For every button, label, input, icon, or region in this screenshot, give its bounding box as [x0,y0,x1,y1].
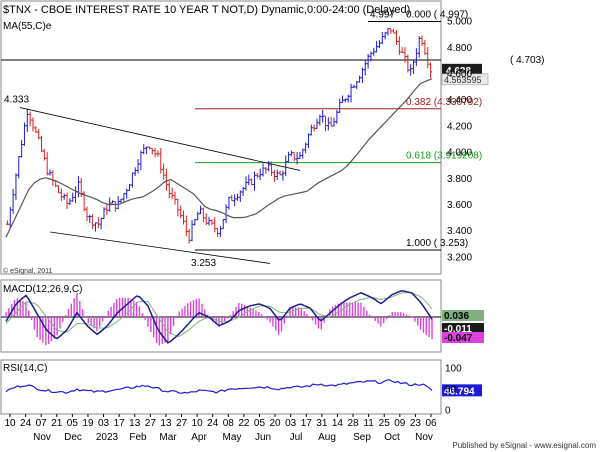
macd-value-tag [442,332,484,343]
x-day-label: 05 [254,418,266,429]
axis-layer: 5.000 4.800 4.600 4.400 4.200 4.000 3.800 3.600… [4,17,472,443]
x-day-label: 27 [176,418,188,429]
fib-level-label: 0.000 ( 4.997) [406,9,468,20]
ma-legend: MA(55,C)e [3,21,52,32]
rsi-y-tick-label: 0 [445,406,451,417]
macd-line [5,290,433,344]
rsi-y-tick-label: 50 [445,385,457,396]
footer-published: Published by eSignal - www.esignal.com [452,441,596,450]
last-price-tag-label: 4.628 [446,66,471,77]
resistance-label: ( 4.703) [510,55,544,66]
x-day-label: 11 [363,418,374,429]
x-day-label: 20 [270,418,282,429]
annotation-low-3-253: 3.253 [191,258,216,269]
x-day-label: 03 [285,418,297,429]
x-month-label: Dec [64,432,82,443]
ma-value-tag [441,73,489,86]
x-month-label: Aug [318,432,336,443]
x-month-label: Jul [290,432,303,443]
price-y-tick-label: 4.000 [447,148,472,159]
x-day-label: 27 [145,418,157,429]
x-month-label: Feb [129,432,147,443]
x-month-label: Nov [33,432,51,443]
x-day-label: 05 [67,418,79,429]
x-day-label: 10 [4,418,16,429]
x-day-label: 22 [238,418,250,429]
x-day-label: 25 [379,418,391,429]
x-day-label: 19 [82,418,94,429]
rsi-layer: 46.794 [5,379,482,397]
price-y-tick-label: 5.000 [447,17,472,28]
ma-line [5,78,433,238]
macd-signal-line [5,292,433,337]
price-layer: 0.000 ( 4.997) 0.382 (4.330792) 0.618 (3.9… [1,9,544,269]
rsi-value-tag [442,384,482,397]
macd-value-tag-label: 0.036 [444,311,469,322]
price-y-tick-label: 4.800 [447,43,472,54]
x-day-label: 24 [20,418,32,429]
x-day-label: 07 [36,418,48,429]
x-day-label: 23 [410,418,422,429]
chart-title: $TNX - CBOE INTEREST RATE 10 YEAR T NOT,… [3,4,410,16]
x-month-label: Nov [415,432,433,443]
price-y-tick-label: 3.200 [447,252,472,263]
macd-value-tag [442,323,484,334]
fib-level-label: 1.000 ( 3.253) [406,238,468,249]
x-month-label: Oct [384,432,400,443]
x-month-label: Sep [353,432,371,443]
x-day-label: 17 [301,418,313,429]
price-y-tick-label: 4.600 [447,69,472,80]
price-y-tick-label: 3.400 [447,226,472,237]
price-y-tick-label: 3.800 [447,174,472,185]
x-day-label: 31 [316,418,328,429]
rsi-line [5,379,433,394]
rsi-panel [0,359,442,415]
rsi-y-tick-label: 100 [445,364,462,375]
rsi-value-tag-label: 46.794 [444,386,475,397]
x-day-label: 06 [425,418,437,429]
x-day-label: 10 [192,418,204,429]
macd-value-tag-label: -0.011 [444,324,472,335]
x-month-label: May [223,432,242,443]
rsi-legend: RSI(14,C) [3,363,47,374]
x-day-label: 09 [394,418,406,429]
x-day-label: 14 [332,418,344,429]
x-day-label: 08 [223,418,235,429]
price-y-tick-label: 3.600 [447,200,472,211]
x-day-label: 13 [160,418,172,429]
x-month-label: Jun [255,432,271,443]
price-y-tick-label: 4.200 [447,121,472,132]
fib-level-label: 0.618 (3.919208) [406,151,482,162]
x-day-label: 21 [51,418,63,429]
macd-layer: 0.036 -0.011-0.047 [1,290,484,346]
price-panel [0,0,442,275]
macd-legend: MACD(12,26,9,C) [3,284,82,295]
last-price-tag [442,63,482,76]
x-month-label: Apr [191,432,207,443]
annotation-high-4-333: 4.333 [4,94,29,105]
macd-value-tag-label: -0.047 [444,333,473,344]
price-y-tick-label: 4.400 [447,95,472,106]
fib-level-label: 0.382 (4.330792) [406,97,482,108]
x-month-label: 2023 [96,432,119,443]
channel-lower-line [49,231,271,264]
macd-value-tag [442,310,484,321]
x-month-label: Mar [159,432,177,443]
x-day-label: 17 [114,418,126,429]
channel-upper-line [19,107,301,171]
annotation-high-4-997: 4.997 [370,9,395,20]
ma-value-tag-label: 4.563595 [444,75,482,85]
x-day-label: 24 [207,418,219,429]
copyright: © eSignal, 2011 [3,267,53,275]
x-day-label: 13 [129,418,141,429]
x-day-label: 03 [98,418,110,429]
x-day-label: 28 [347,418,359,429]
